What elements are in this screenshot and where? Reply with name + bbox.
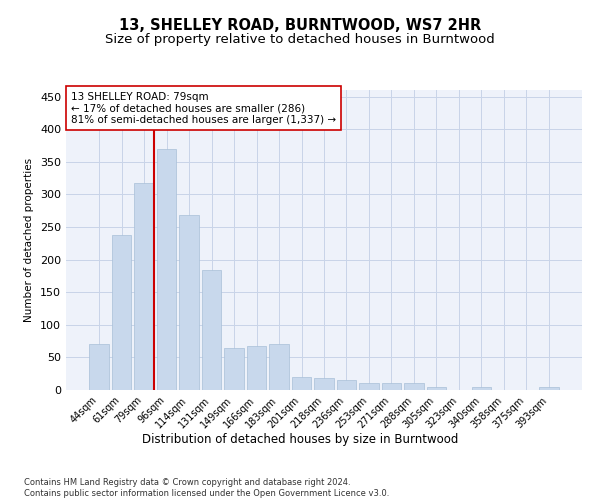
Bar [179,215,199,390]
Text: Size of property relative to detached houses in Burntwood: Size of property relative to detached ho… [105,32,495,46]
Bar [134,182,154,390]
Bar [224,348,244,390]
Y-axis label: Number of detached properties: Number of detached properties [25,158,34,322]
Bar [472,388,491,390]
Bar [382,384,401,390]
Text: Contains HM Land Registry data © Crown copyright and database right 2024.
Contai: Contains HM Land Registry data © Crown c… [24,478,389,498]
Text: Distribution of detached houses by size in Burntwood: Distribution of detached houses by size … [142,432,458,446]
Bar [89,344,109,390]
Bar [269,344,289,390]
Bar [314,378,334,390]
Bar [292,377,311,390]
Bar [359,384,379,390]
Bar [247,346,266,390]
Bar [337,380,356,390]
Bar [112,236,131,390]
Text: 13, SHELLEY ROAD, BURNTWOOD, WS7 2HR: 13, SHELLEY ROAD, BURNTWOOD, WS7 2HR [119,18,481,32]
Text: 13 SHELLEY ROAD: 79sqm
← 17% of detached houses are smaller (286)
81% of semi-de: 13 SHELLEY ROAD: 79sqm ← 17% of detached… [71,92,336,124]
Bar [404,384,424,390]
Bar [157,148,176,390]
Bar [539,388,559,390]
Bar [202,270,221,390]
Bar [427,386,446,390]
